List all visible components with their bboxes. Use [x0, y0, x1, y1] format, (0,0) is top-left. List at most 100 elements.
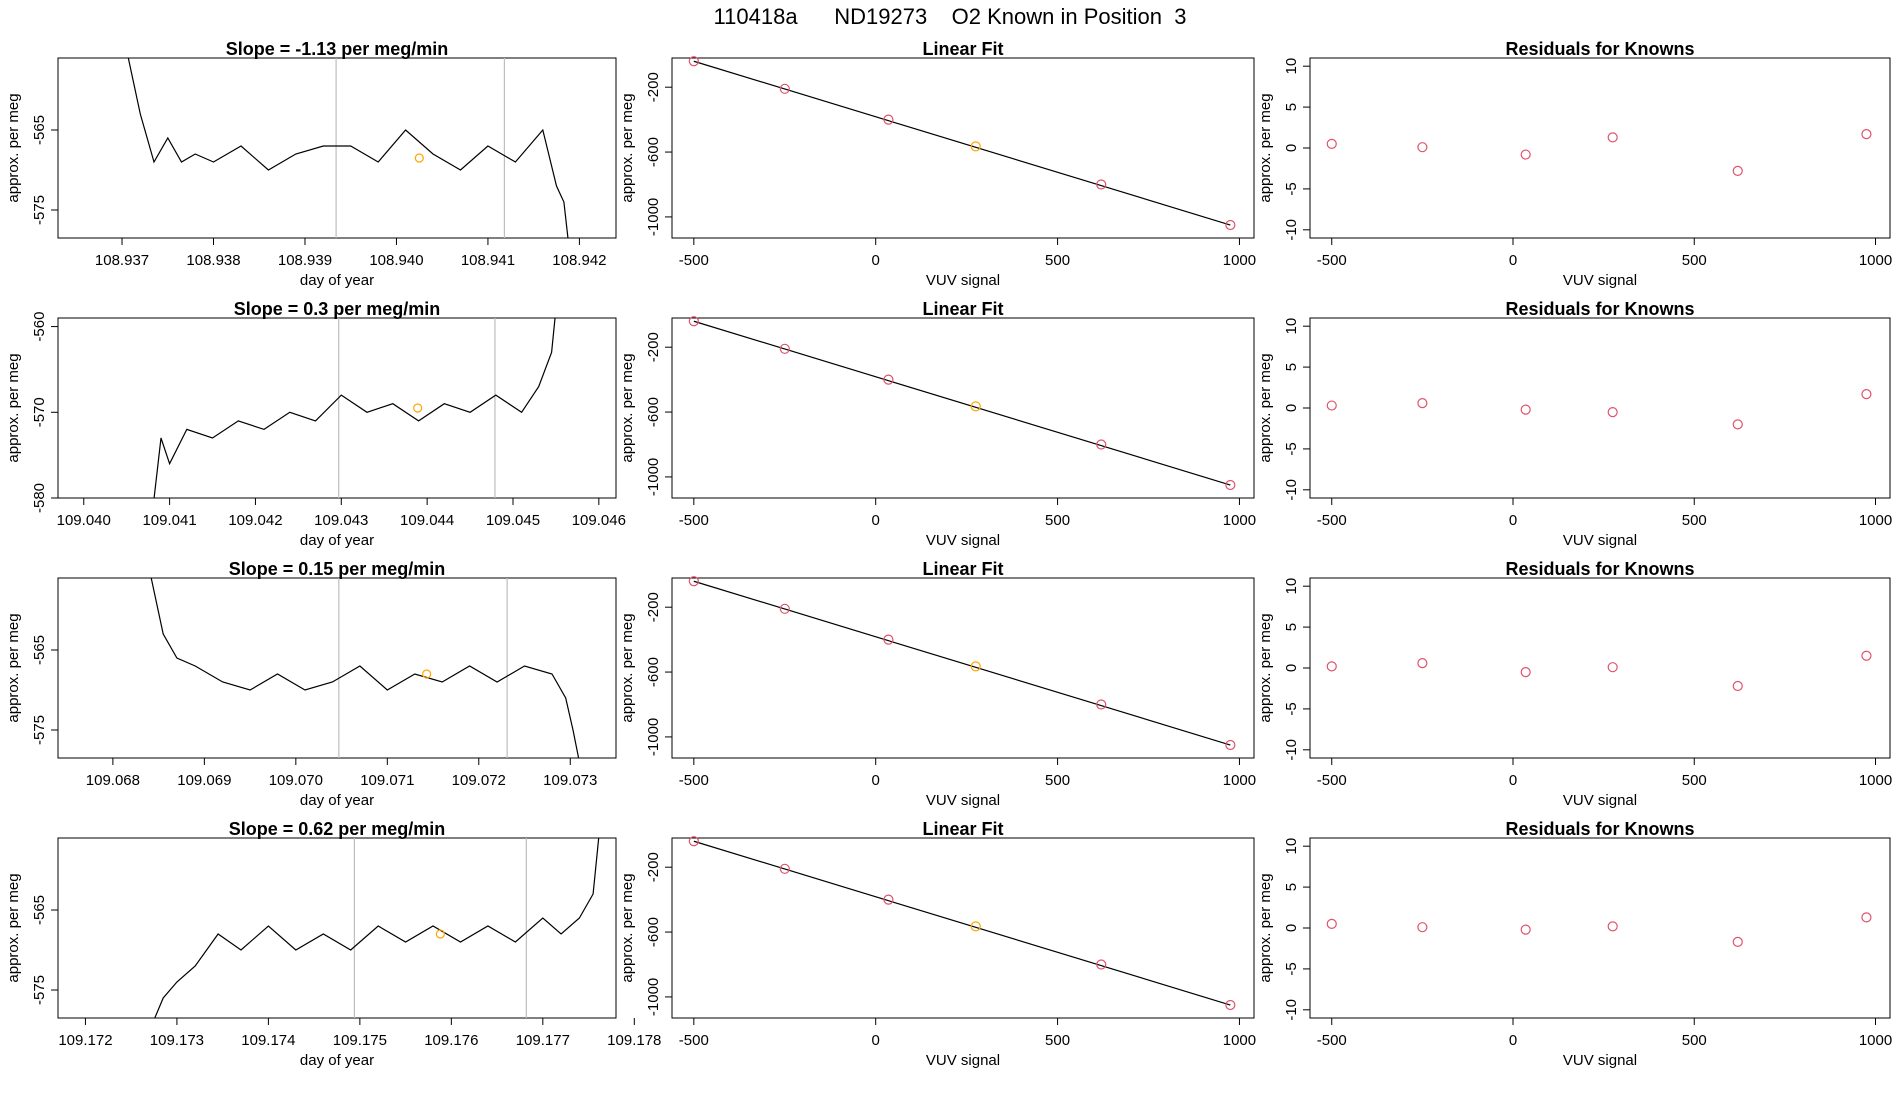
plot-frame [671, 837, 1255, 1019]
y-tick-label: 5 [1283, 623, 1300, 631]
y-tick-label: -200 [645, 852, 662, 882]
y-tick-label: 10 [1283, 578, 1300, 595]
known-point [970, 401, 981, 412]
data-point [688, 316, 699, 327]
x-tick-label: 1000 [1223, 512, 1256, 529]
x-axis-label: day of year [300, 792, 374, 809]
plot-frame [57, 837, 617, 1019]
series-line [127, 58, 569, 238]
y-axis-label: approx. per meg [619, 353, 636, 462]
x-tick-label: 108.939 [278, 252, 332, 269]
x-tick-label: 500 [1682, 772, 1707, 789]
x-tick-label: 1000 [1859, 512, 1892, 529]
y-tick-label: -600 [645, 917, 662, 947]
data-point [779, 83, 790, 94]
y-tick-label: -575 [31, 975, 48, 1005]
data-point [1607, 132, 1618, 143]
x-tick-label: 108.941 [461, 252, 515, 269]
x-tick-label: -500 [1317, 252, 1347, 269]
x-tick-label: 108.942 [552, 252, 606, 269]
y-tick-label: -570 [31, 397, 48, 427]
data-point [1732, 936, 1743, 948]
x-axis-label: VUV signal [926, 272, 1000, 289]
x-tick-label: 109.073 [543, 772, 597, 789]
y-tick-label: -200 [645, 332, 662, 362]
fit-line [693, 60, 1231, 226]
x-tick-label: 109.069 [177, 772, 231, 789]
x-tick-label: 0 [872, 512, 880, 529]
y-tick-label: 5 [1283, 363, 1300, 371]
data-point [1417, 142, 1428, 153]
y-axis-label: approx. per meg [619, 93, 636, 202]
data-point [1520, 924, 1531, 935]
x-tick-label: 0 [1509, 512, 1517, 529]
x-axis-label: VUV signal [926, 532, 1000, 549]
panel-title: Slope = 0.3 per meg/min [234, 299, 441, 319]
panel-title: Residuals for Knowns [1505, 299, 1694, 319]
y-tick-label: -5 [1283, 182, 1300, 195]
data-point [1520, 404, 1531, 415]
x-tick-label: -500 [679, 1032, 709, 1049]
data-point [779, 863, 790, 874]
y-tick-label: -565 [31, 635, 48, 665]
x-tick-label: 0 [1509, 772, 1517, 789]
x-tick-label: 109.173 [150, 1032, 204, 1049]
panel-title: Residuals for Knowns [1505, 559, 1694, 579]
plot-frame [57, 317, 617, 499]
y-tick-label: -600 [645, 137, 662, 167]
known-marker [414, 153, 424, 163]
data-point [1417, 922, 1428, 933]
y-tick-label: -560 [31, 312, 48, 342]
known-point [970, 661, 981, 672]
data-point [1732, 419, 1743, 430]
data-point [883, 894, 894, 905]
x-tick-label: -500 [1317, 1032, 1347, 1049]
x-tick-label: 108.938 [186, 252, 240, 269]
figure-title: 110418a ND19273 O2 Known in Position 3 [713, 4, 1187, 29]
panel-title: Linear Fit [922, 559, 1003, 579]
data-point [1732, 680, 1743, 692]
y-tick-label: -5 [1283, 702, 1300, 715]
y-tick-label: 5 [1283, 103, 1300, 111]
series-line [154, 838, 600, 1018]
x-tick-label: -500 [679, 772, 709, 789]
y-axis-label: approx. per meg [1257, 353, 1274, 462]
y-tick-label: 0 [1283, 144, 1300, 152]
x-axis-label: VUV signal [1563, 532, 1637, 549]
y-axis-label: approx. per meg [1257, 873, 1274, 982]
x-tick-label: -500 [1317, 772, 1347, 789]
plot-frame [671, 577, 1255, 759]
data-point [1520, 149, 1531, 160]
data-point [1861, 650, 1872, 661]
y-tick-label: 0 [1283, 664, 1300, 672]
y-tick-label: -580 [31, 483, 48, 513]
data-point [1326, 918, 1337, 930]
data-point [1607, 406, 1618, 418]
y-tick-label: -10 [1283, 739, 1300, 761]
x-tick-label: 500 [1682, 1032, 1707, 1049]
x-tick-label: 109.177 [516, 1032, 570, 1049]
x-tick-label: 500 [1682, 512, 1707, 529]
x-tick-label: 109.040 [57, 512, 111, 529]
y-tick-label: -10 [1283, 999, 1300, 1021]
x-tick-label: 500 [1682, 252, 1707, 269]
x-tick-label: 109.045 [486, 512, 540, 529]
x-tick-label: 1000 [1859, 1032, 1892, 1049]
y-tick-label: 10 [1283, 838, 1300, 855]
y-tick-label: -600 [645, 397, 662, 427]
y-tick-label: -5 [1283, 442, 1300, 455]
data-point [1861, 388, 1872, 400]
x-tick-label: 1000 [1223, 252, 1256, 269]
known-marker [422, 669, 432, 679]
plot-frame [1309, 57, 1891, 239]
panel-title: Linear Fit [922, 39, 1003, 59]
plot-frame [671, 57, 1255, 239]
data-point [1326, 138, 1337, 150]
y-tick-label: 10 [1283, 318, 1300, 335]
data-point [1096, 699, 1107, 710]
y-tick-label: -575 [31, 715, 48, 745]
y-tick-label: -600 [645, 657, 662, 687]
data-point [1607, 662, 1618, 673]
x-tick-label: 109.043 [314, 512, 368, 529]
y-axis-label: approx. per meg [5, 353, 22, 462]
